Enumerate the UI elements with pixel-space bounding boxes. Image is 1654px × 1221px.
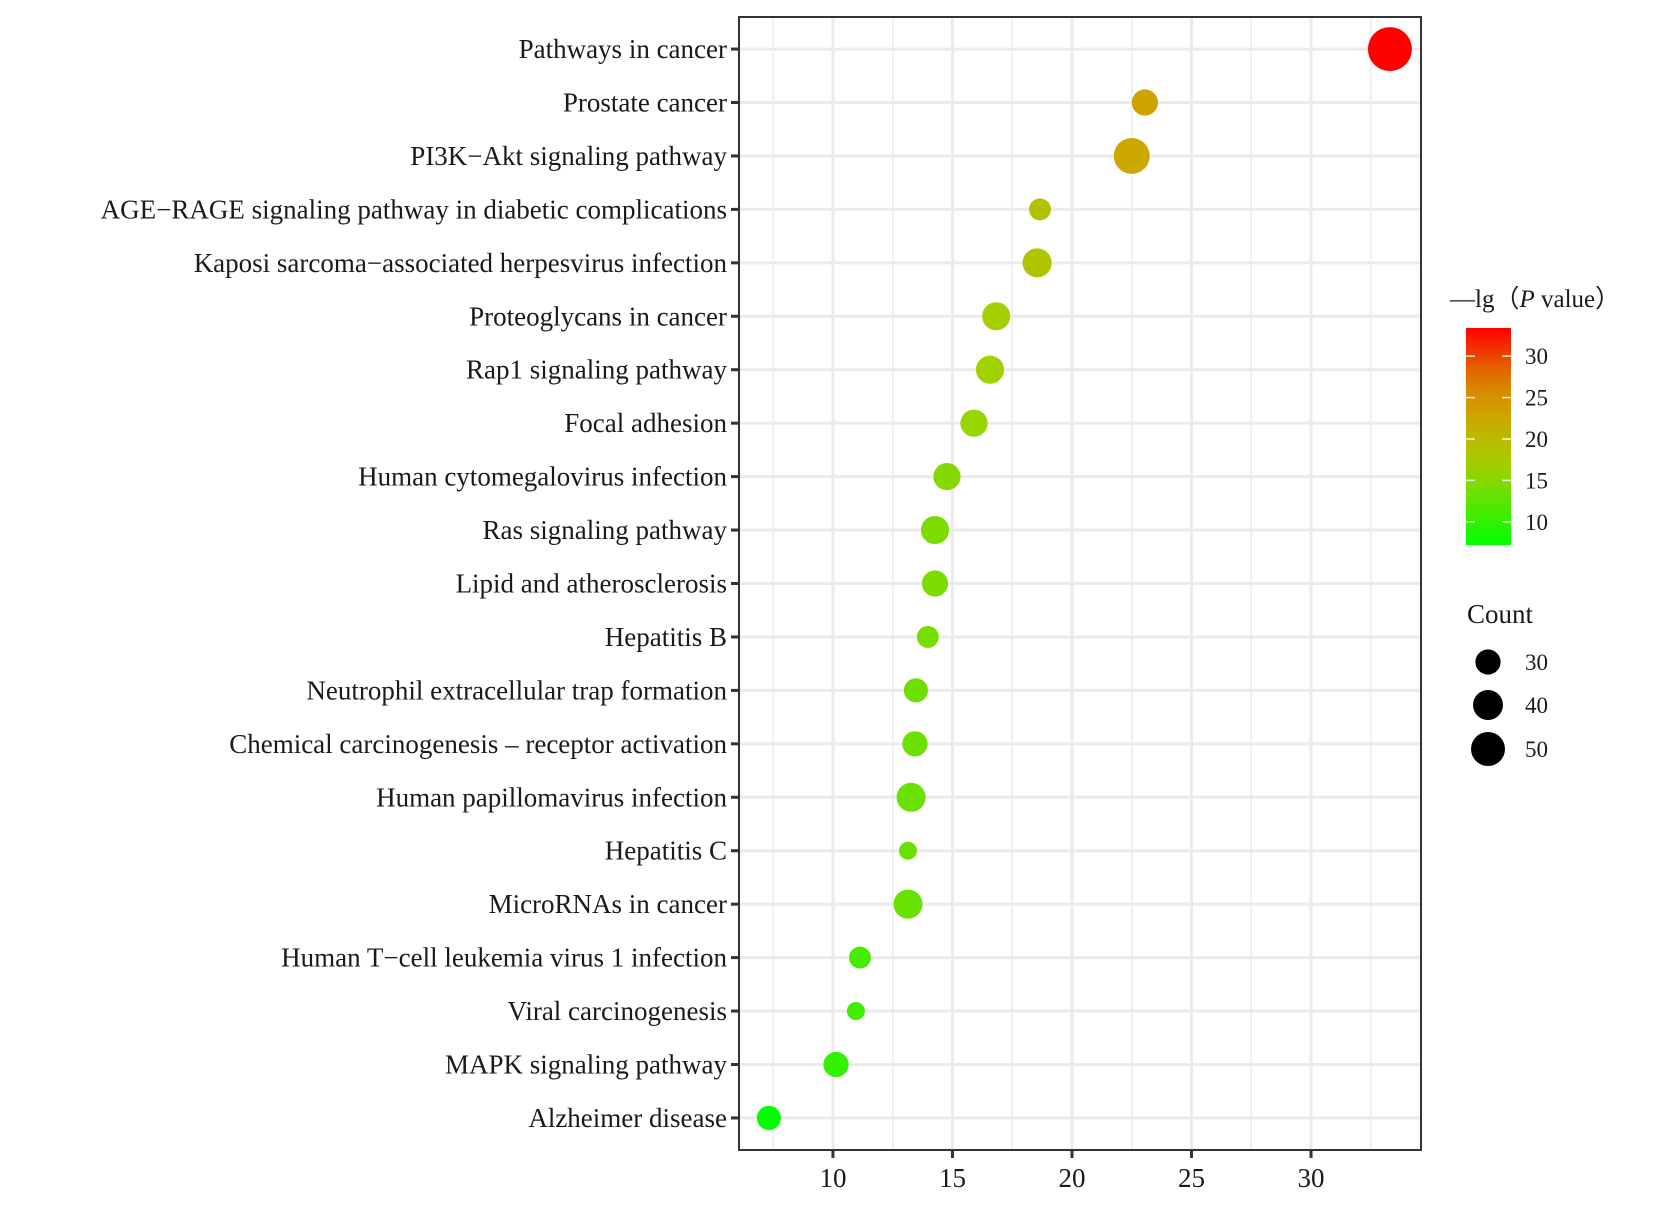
y-tick-label: MicroRNAs in cancer xyxy=(489,889,727,919)
colorbar-tick-label: 25 xyxy=(1525,386,1548,411)
y-tick-label: MAPK signaling pathway xyxy=(445,1049,727,1079)
data-point xyxy=(916,625,939,648)
data-point xyxy=(1131,89,1159,116)
size-legend-key xyxy=(1473,690,1503,720)
x-axis: 10 15 20 25 30 xyxy=(819,1150,1325,1193)
size-legend-key xyxy=(1475,649,1501,675)
data-point xyxy=(846,1002,865,1021)
color-legend-title: —lg（P value） xyxy=(1449,285,1620,313)
y-tick-label: Neutrophil extracellular trap formation xyxy=(306,675,727,705)
colorbar-tick-label: 20 xyxy=(1525,427,1548,452)
y-tick-label: Chemical carcinogenesis – receptor activ… xyxy=(229,729,727,759)
x-tick-label: 30 xyxy=(1298,1163,1325,1193)
size-legend: Count 30 40 50 xyxy=(1467,599,1548,766)
data-point xyxy=(1022,248,1052,278)
y-tick-label: Human T−cell leukemia virus 1 infection xyxy=(281,943,727,973)
x-tick-label: 25 xyxy=(1178,1163,1205,1193)
data-point xyxy=(921,570,949,597)
y-tick-label: Kaposi sarcoma−associated herpesvirus in… xyxy=(194,248,728,278)
size-legend-label: 40 xyxy=(1525,693,1548,718)
grid-major-lines xyxy=(739,17,1421,1150)
colorbar-tick-label: 15 xyxy=(1525,468,1548,493)
colorbar-ticks: 30 25 20 15 10 xyxy=(1466,344,1548,535)
color-legend: —lg（P value） 30 25 20 15 10 xyxy=(1449,285,1620,545)
data-point xyxy=(975,355,1005,384)
data-point xyxy=(1367,27,1412,72)
x-tick-label: 15 xyxy=(939,1163,966,1193)
x-tick-label: 20 xyxy=(1058,1163,1085,1193)
y-tick-label: Human cytomegalovirus infection xyxy=(358,462,727,492)
data-point xyxy=(982,302,1011,331)
data-point xyxy=(960,409,988,437)
size-legend-keys: 30 40 50 xyxy=(1471,649,1548,766)
y-tick-label: Hepatitis B xyxy=(605,622,727,652)
y-tick-label: Lipid and atherosclerosis xyxy=(456,569,727,599)
data-point xyxy=(903,678,928,703)
data-points xyxy=(756,27,1412,1131)
size-legend-key xyxy=(1471,732,1505,766)
size-legend-label: 50 xyxy=(1525,737,1548,762)
data-point xyxy=(893,889,923,919)
data-point xyxy=(933,463,961,491)
colorbar-tick-label: 10 xyxy=(1525,510,1548,535)
data-point xyxy=(1029,198,1051,221)
data-point xyxy=(756,1105,781,1131)
size-legend-title: Count xyxy=(1467,599,1534,629)
y-tick-label: Hepatitis C xyxy=(605,836,727,866)
y-tick-label: Pathways in cancer xyxy=(519,34,727,64)
y-tick-label: Focal adhesion xyxy=(564,408,727,438)
y-tick-label: PI3K−Akt signaling pathway xyxy=(410,141,727,171)
data-point xyxy=(823,1051,849,1078)
colorbar xyxy=(1466,328,1511,545)
data-point xyxy=(899,841,918,860)
data-point xyxy=(902,731,928,757)
y-tick-label: Ras signaling pathway xyxy=(483,515,728,545)
x-tick-label: 10 xyxy=(819,1163,846,1193)
size-legend-label: 30 xyxy=(1525,650,1548,675)
data-point xyxy=(849,946,871,969)
colorbar-tick-label: 30 xyxy=(1525,344,1548,369)
y-tick-label: Rap1 signaling pathway xyxy=(466,355,727,385)
y-tick-label: Viral carcinogenesis xyxy=(507,996,727,1026)
y-tick-label: Proteoglycans in cancer xyxy=(469,301,727,331)
y-axis: Pathways in cancer Prostate cancer PI3K−Ak… xyxy=(101,34,739,1133)
data-point xyxy=(1113,138,1150,174)
data-point xyxy=(920,515,950,545)
y-tick-label: Alzheimer disease xyxy=(528,1103,727,1133)
y-tick-label: Prostate cancer xyxy=(563,88,727,118)
y-tick-label: Human papillomavirus infection xyxy=(376,782,727,812)
y-tick-label: AGE−RAGE signaling pathway in diabetic c… xyxy=(101,194,727,224)
data-point xyxy=(896,782,926,812)
